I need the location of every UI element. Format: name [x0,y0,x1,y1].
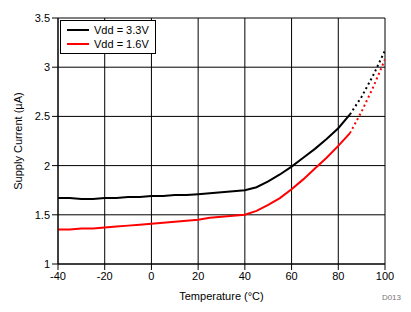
svg-text:20: 20 [192,270,204,282]
svg-text:1.5: 1.5 [35,209,50,221]
svg-text:2.5: 2.5 [35,110,50,122]
html-text:Vdd = 3.3V: Vdd = 3.3V [94,24,149,36]
svg-text:2: 2 [44,160,50,172]
html-text:Vdd = 1.6V: Vdd = 1.6V [94,38,149,50]
svg-text:Supply Current (µA): Supply Current (µA) [12,92,24,189]
svg-text:40: 40 [239,270,251,282]
html-text:D013: D013 [381,293,401,302]
svg-text:0: 0 [148,270,154,282]
svg-text:60: 60 [285,270,297,282]
svg-text:100: 100 [376,270,394,282]
svg-text:-40: -40 [50,270,66,282]
svg-text:3.5: 3.5 [35,12,50,24]
svg-text:3: 3 [44,61,50,73]
svg-text:1: 1 [44,258,50,270]
svg-text:80: 80 [332,270,344,282]
svg-text:Temperature (°C): Temperature (°C) [179,290,263,302]
svg-text:-20: -20 [97,270,113,282]
